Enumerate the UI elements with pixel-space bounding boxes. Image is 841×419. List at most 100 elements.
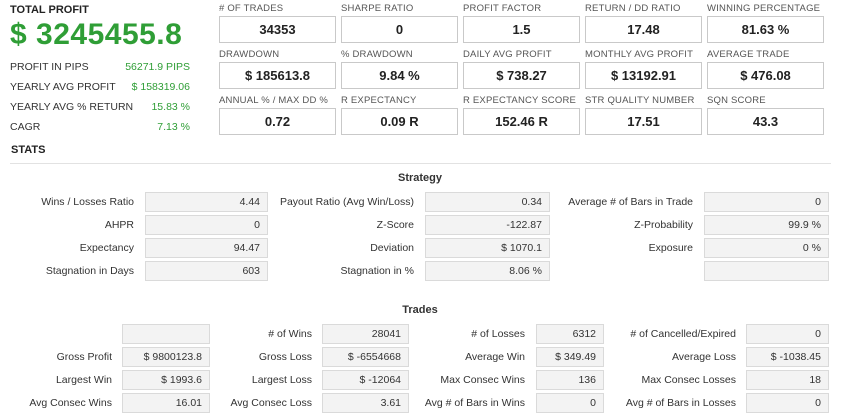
stat-value: 0.34 (425, 192, 550, 212)
summary-row-value: $ 158319.06 (131, 81, 190, 93)
metric-value: $ 476.08 (707, 62, 824, 89)
stat-value: 0 (746, 393, 829, 413)
stat-label: Stagnation in % (340, 265, 414, 277)
stats-divider (10, 163, 831, 164)
metric-label: MONTHLY AVG PROFIT (585, 49, 694, 60)
stat-value: 0 (536, 393, 604, 413)
stat-label: Largest Loss (251, 374, 312, 386)
stat-label: Gross Profit (56, 351, 112, 363)
stat-value: 18 (746, 370, 829, 390)
stat-value: 0 (746, 324, 829, 344)
metric-label: ANNUAL % / MAX DD % (219, 95, 329, 106)
metric-label: DRAWDOWN (219, 49, 280, 60)
summary-row-value: 56271.9 PIPS (125, 61, 190, 73)
summary-row-label: YEARLY AVG PROFIT (10, 81, 116, 93)
summary-row-value: 15.83 % (151, 101, 190, 113)
stat-value: 3.61 (322, 393, 409, 413)
metric-label: AVERAGE TRADE (707, 49, 790, 60)
metric-value: $ 738.27 (463, 62, 580, 89)
stat-value: 603 (145, 261, 268, 281)
stat-label: Wins / Losses Ratio (41, 196, 134, 208)
stat-label: Z-Probability (634, 219, 693, 231)
stat-label: Deviation (370, 242, 414, 254)
summary-row-label: CAGR (10, 121, 41, 133)
metric-label: SQN SCORE (707, 95, 766, 106)
stat-label: Average Loss (671, 351, 736, 363)
metric-value: $ 13192.91 (585, 62, 702, 89)
metric-label: # OF TRADES (219, 3, 284, 14)
stat-value: $ -12064 (322, 370, 409, 390)
stat-value: 0 % (704, 238, 829, 258)
stat-value: 0 (145, 215, 268, 235)
metric-card: STR QUALITY NUMBER 17.51 (585, 95, 702, 135)
stat-value: $ 1993.6 (122, 370, 210, 390)
trades-section-title: Trades (402, 304, 438, 316)
stat-value: 4.44 (145, 192, 268, 212)
stats-title: STATS (11, 144, 46, 156)
summary-row: PROFIT IN PIPS 56271.9 PIPS (10, 57, 190, 77)
stat-value: 136 (536, 370, 604, 390)
stat-label (552, 261, 693, 281)
stat-value: 99.9 % (704, 215, 829, 235)
metric-value: 34353 (219, 16, 336, 43)
metric-label: WINNING PERCENTAGE (707, 3, 821, 14)
stat-value: 16.01 (122, 393, 210, 413)
summary-row: CAGR 7.13 % (10, 117, 190, 137)
metric-value: 43.3 (707, 108, 824, 135)
stat-label: Avg # of Bars in Wins (424, 397, 525, 409)
stat-label: Gross Loss (258, 351, 312, 363)
stat-label: # of Wins (268, 328, 312, 340)
metric-card: MONTHLY AVG PROFIT $ 13192.91 (585, 49, 702, 89)
stat-label: Largest Win (55, 374, 112, 386)
metric-card: # OF TRADES 34353 (219, 3, 336, 43)
metric-card: SHARPE RATIO 0 (341, 3, 458, 43)
stat-label: Average Win (465, 351, 525, 363)
metric-value: 17.48 (585, 16, 702, 43)
metric-card: SQN SCORE 43.3 (707, 95, 824, 135)
metric-card: DRAWDOWN $ 185613.8 (219, 49, 336, 89)
summary-row-value: 7.13 % (157, 121, 190, 133)
metric-value: 0 (341, 16, 458, 43)
metric-card: % DRAWDOWN 9.84 % (341, 49, 458, 89)
summary-row-label: PROFIT IN PIPS (10, 61, 89, 73)
stat-value: 6312 (536, 324, 604, 344)
metric-label: SHARPE RATIO (341, 3, 414, 14)
stat-label: # of Losses (471, 328, 525, 340)
stat-value: -122.87 (425, 215, 550, 235)
stat-label: Avg Consec Wins (29, 397, 112, 409)
stat-label: Avg Consec Loss (230, 397, 312, 409)
metric-label: % DRAWDOWN (341, 49, 413, 60)
metric-value: 152.46 R (463, 108, 580, 135)
stat-value (122, 324, 210, 344)
metric-value: 17.51 (585, 108, 702, 135)
stat-value: $ -6554668 (322, 347, 409, 367)
metric-card: R EXPECTANCY 0.09 R (341, 95, 458, 135)
total-profit-label: TOTAL PROFIT (10, 4, 89, 16)
metric-label: R EXPECTANCY (341, 95, 417, 106)
metric-value: 0.72 (219, 108, 336, 135)
metric-card: R EXPECTANCY SCORE 152.46 R (463, 95, 580, 135)
stat-label: Average # of Bars in Trade (568, 196, 693, 208)
stat-label: AHPR (104, 219, 134, 231)
total-profit-value: $ 3245455.8 (10, 18, 183, 51)
summary-row-label: YEARLY AVG % RETURN (10, 101, 134, 113)
summary-row: YEARLY AVG PROFIT $ 158319.06 (10, 77, 190, 97)
profit-summary: TOTAL PROFIT $ 3245455.8 PROFIT IN PIPS … (10, 4, 190, 137)
metric-label: DAILY AVG PROFIT (463, 49, 552, 60)
stat-value: $ 9800123.8 (122, 347, 210, 367)
metric-value: $ 185613.8 (219, 62, 336, 89)
stat-label: # of Cancelled/Expired (630, 328, 736, 340)
metric-label: PROFIT FACTOR (463, 3, 542, 14)
metric-label: RETURN / DD RATIO (585, 3, 681, 14)
metric-card: AVERAGE TRADE $ 476.08 (707, 49, 824, 89)
metric-card: PROFIT FACTOR 1.5 (463, 3, 580, 43)
stat-label: Payout Ratio (Avg Win/Loss) (279, 196, 414, 208)
strategy-section-title: Strategy (397, 172, 443, 184)
stat-value: 94.47 (145, 238, 268, 258)
metric-value: 0.09 R (341, 108, 458, 135)
stat-label: Z-Score (376, 219, 414, 231)
stat-label: Expectancy (79, 242, 134, 254)
stat-label: Avg # of Bars in Losses (625, 397, 736, 409)
metric-value: 9.84 % (341, 62, 458, 89)
metric-card: RETURN / DD RATIO 17.48 (585, 3, 702, 43)
